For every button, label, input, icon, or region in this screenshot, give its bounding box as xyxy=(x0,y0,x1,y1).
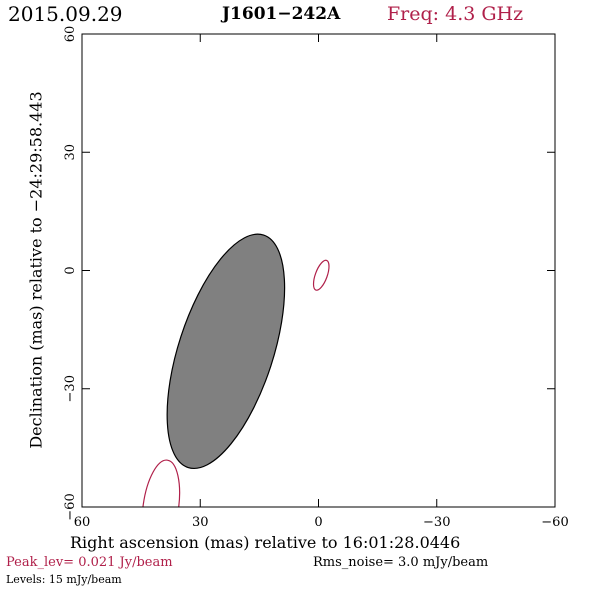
frequency-label: Freq: 4.3 GHz xyxy=(387,3,524,25)
contour-ellipse xyxy=(141,459,181,507)
rms-noise: Rms_noise= 3.0 mJy/beam xyxy=(313,555,489,570)
x-tick-label: 60 xyxy=(74,515,91,530)
peak-level: Peak_lev= 0.021 Jy/beam xyxy=(6,555,173,570)
x-axis-label: Right ascension (mas) relative to 16:01:… xyxy=(70,533,461,552)
x-tick-label: 0 xyxy=(314,515,322,530)
beam-ellipse xyxy=(166,233,286,470)
observation-date: 2015.09.29 xyxy=(8,2,123,26)
contour-ellipse xyxy=(312,259,330,291)
source-name: J1601−242A xyxy=(222,4,341,24)
y-tick-label: −30 xyxy=(63,375,78,402)
y-tick-label: 60 xyxy=(63,26,78,43)
x-tick-label: −30 xyxy=(423,515,450,530)
y-tick-label: 30 xyxy=(63,144,78,161)
plot-frame xyxy=(81,33,556,508)
y-tick-label: −60 xyxy=(63,493,78,520)
x-tick-label: −60 xyxy=(541,515,568,530)
y-axis-label: Declination (mas) relative to −24:29:58.… xyxy=(26,91,46,449)
y-tick-label: 0 xyxy=(63,266,78,274)
contour-levels: Levels: 15 mJy/beam xyxy=(6,573,122,586)
x-tick-label: 30 xyxy=(192,515,209,530)
